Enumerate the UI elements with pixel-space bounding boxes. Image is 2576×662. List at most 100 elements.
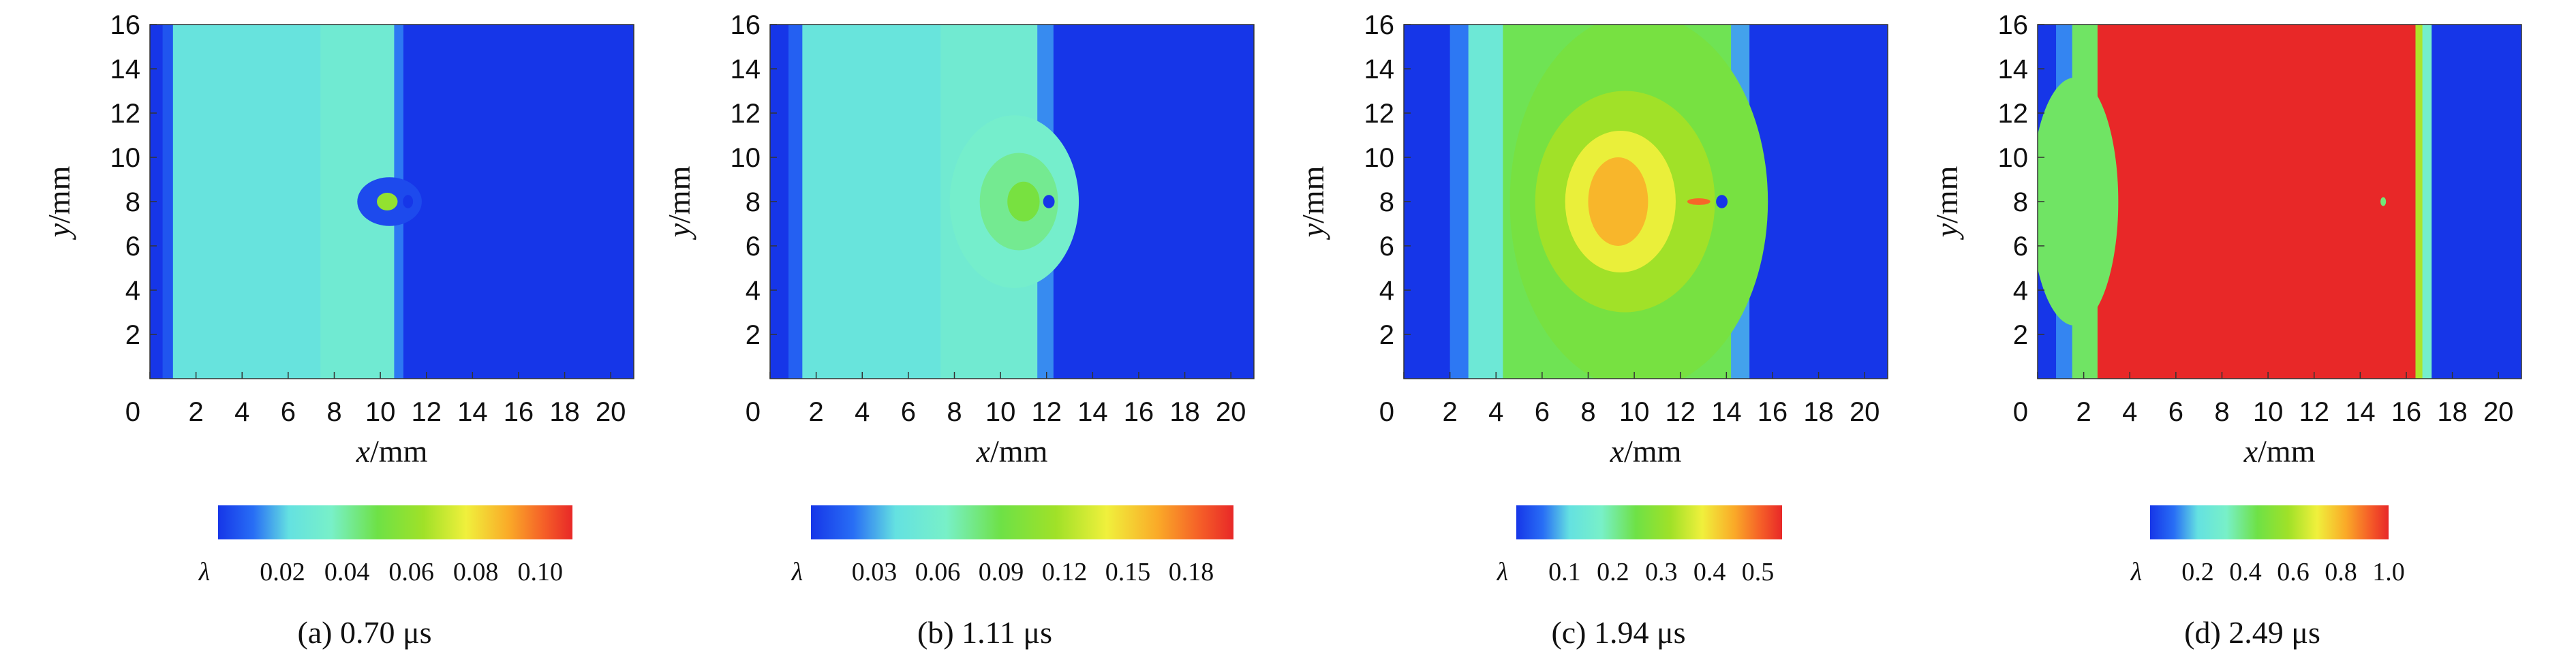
contour-band-7 bbox=[2432, 25, 2521, 379]
y-axis-label: y/mm bbox=[1929, 166, 1964, 240]
y-axis-variable: y bbox=[42, 223, 76, 240]
colorbar-tick-label: 0.8 bbox=[2325, 558, 2357, 586]
y-tick-label: 2 bbox=[746, 320, 761, 350]
y-tick-label: 16 bbox=[1364, 10, 1395, 40]
x-tick-label: 2 bbox=[2076, 397, 2091, 427]
x-tick-label: 2 bbox=[1442, 397, 1457, 427]
colorbar-symbol: λ bbox=[198, 558, 210, 586]
y-axis-unit: /mm bbox=[1295, 166, 1330, 223]
contour-region-2 bbox=[377, 193, 398, 210]
colorbar bbox=[2150, 505, 2389, 539]
x-tick-label: 20 bbox=[2483, 397, 2514, 427]
y-tick-label: 10 bbox=[731, 143, 761, 173]
x-tick-label: 14 bbox=[1711, 397, 1742, 427]
y-tick-label: 14 bbox=[1998, 54, 2029, 84]
x-tick-label: 18 bbox=[549, 397, 580, 427]
x-tick-label: 16 bbox=[1124, 397, 1154, 427]
colorbar-tick-label: 0.4 bbox=[1693, 558, 1726, 586]
x-tick-label: 4 bbox=[2122, 397, 2137, 427]
contour-band-5 bbox=[2415, 25, 2423, 379]
colorbar-tick-label: 1.0 bbox=[2372, 558, 2405, 586]
colorbar-tick-label: 0.18 bbox=[1169, 558, 1214, 586]
x-tick-label: 6 bbox=[2168, 397, 2183, 427]
x-axis-unit: /mm bbox=[1624, 434, 1682, 469]
colorbar-tick-label: 0.03 bbox=[852, 558, 898, 586]
contour-band-2 bbox=[788, 25, 803, 379]
y-tick-label: 16 bbox=[1998, 10, 2029, 40]
y-tick-label: 6 bbox=[2013, 232, 2028, 262]
x-tick-label: 12 bbox=[2299, 397, 2329, 427]
x-tick-label: 4 bbox=[1488, 397, 1503, 427]
colorbar-tick-label: 0.1 bbox=[1548, 558, 1581, 586]
contour-band-2 bbox=[1450, 25, 1469, 379]
y-tick-label: 10 bbox=[1998, 143, 2029, 173]
contour-region-6 bbox=[1716, 195, 1728, 208]
colorbar-tick-label: 0.09 bbox=[979, 558, 1024, 586]
x-tick-label: 6 bbox=[1535, 397, 1550, 427]
panel-caption: (c) 1.94 μs bbox=[1551, 615, 1685, 650]
x-tick-label: 8 bbox=[1580, 397, 1595, 427]
x-tick-label: 20 bbox=[1850, 397, 1880, 427]
contour-field bbox=[150, 25, 634, 379]
y-tick-label: 16 bbox=[110, 10, 141, 40]
colorbar-symbol: λ bbox=[791, 558, 803, 586]
y-tick-label: 4 bbox=[1379, 276, 1394, 306]
colorbar bbox=[811, 505, 1233, 539]
x-tick-label: 16 bbox=[2391, 397, 2422, 427]
x-tick-label: 10 bbox=[2253, 397, 2284, 427]
y-tick-label: 2 bbox=[1379, 320, 1394, 350]
colorbar-tick-label: 0.04 bbox=[324, 558, 370, 586]
y-axis-label: y/mm bbox=[42, 166, 76, 240]
contour-field bbox=[2038, 25, 2521, 379]
contour-region-2 bbox=[2380, 197, 2387, 206]
contour-band-3 bbox=[172, 25, 321, 379]
colorbar-tick-label: 0.12 bbox=[1042, 558, 1088, 586]
x-axis-variable: x bbox=[1610, 434, 1625, 469]
y-tick-label: 8 bbox=[1379, 187, 1394, 217]
colorbar-symbol: λ bbox=[1497, 558, 1508, 586]
contour-region-3 bbox=[403, 195, 414, 208]
contour-band-1 bbox=[1404, 25, 1451, 379]
colorbar-tick-label: 0.02 bbox=[260, 558, 305, 586]
y-tick-label: 10 bbox=[1364, 143, 1395, 173]
y-tick-label: 8 bbox=[2013, 187, 2028, 217]
y-tick-label: 4 bbox=[746, 276, 761, 306]
x-tick-label: 12 bbox=[1031, 397, 1062, 427]
x-tick-label: 6 bbox=[901, 397, 916, 427]
y-tick-label: 14 bbox=[1364, 54, 1395, 84]
y-tick-label: 8 bbox=[125, 187, 140, 217]
x-axis-variable: x bbox=[356, 434, 371, 469]
y-axis-variable: y bbox=[1295, 223, 1330, 240]
y-axis-label: y/mm bbox=[662, 166, 696, 240]
x-tick-label: 8 bbox=[2214, 397, 2229, 427]
colorbar-tick-label: 0.10 bbox=[517, 558, 563, 586]
x-tick-label: 0 bbox=[1379, 397, 1394, 427]
panel-caption: (b) 1.11 μs bbox=[917, 615, 1052, 650]
x-tick-label: 18 bbox=[2437, 397, 2468, 427]
panel-caption: (a) 0.70 μs bbox=[297, 615, 431, 650]
x-tick-label: 14 bbox=[2345, 397, 2376, 427]
x-tick-label: 16 bbox=[504, 397, 534, 427]
contour-region-4 bbox=[1588, 157, 1649, 246]
y-tick-label: 12 bbox=[1998, 99, 2029, 129]
x-tick-label: 10 bbox=[985, 397, 1016, 427]
x-tick-label: 2 bbox=[808, 397, 823, 427]
y-tick-label: 2 bbox=[125, 320, 140, 350]
y-axis-unit: /mm bbox=[662, 166, 696, 223]
colorbar bbox=[1516, 505, 1782, 539]
x-tick-label: 18 bbox=[1803, 397, 1834, 427]
x-tick-label: 4 bbox=[855, 397, 870, 427]
x-axis-label: x/mm bbox=[356, 434, 428, 469]
y-axis-variable: y bbox=[662, 223, 696, 240]
colorbar-tick-label: 0.08 bbox=[453, 558, 499, 586]
contour-band-4 bbox=[2097, 25, 2416, 379]
contour-region-4 bbox=[1043, 195, 1055, 208]
x-tick-label: 0 bbox=[2013, 397, 2028, 427]
x-axis-unit: /mm bbox=[2258, 434, 2316, 469]
y-tick-label: 6 bbox=[1379, 232, 1394, 262]
y-tick-label: 12 bbox=[731, 99, 761, 129]
